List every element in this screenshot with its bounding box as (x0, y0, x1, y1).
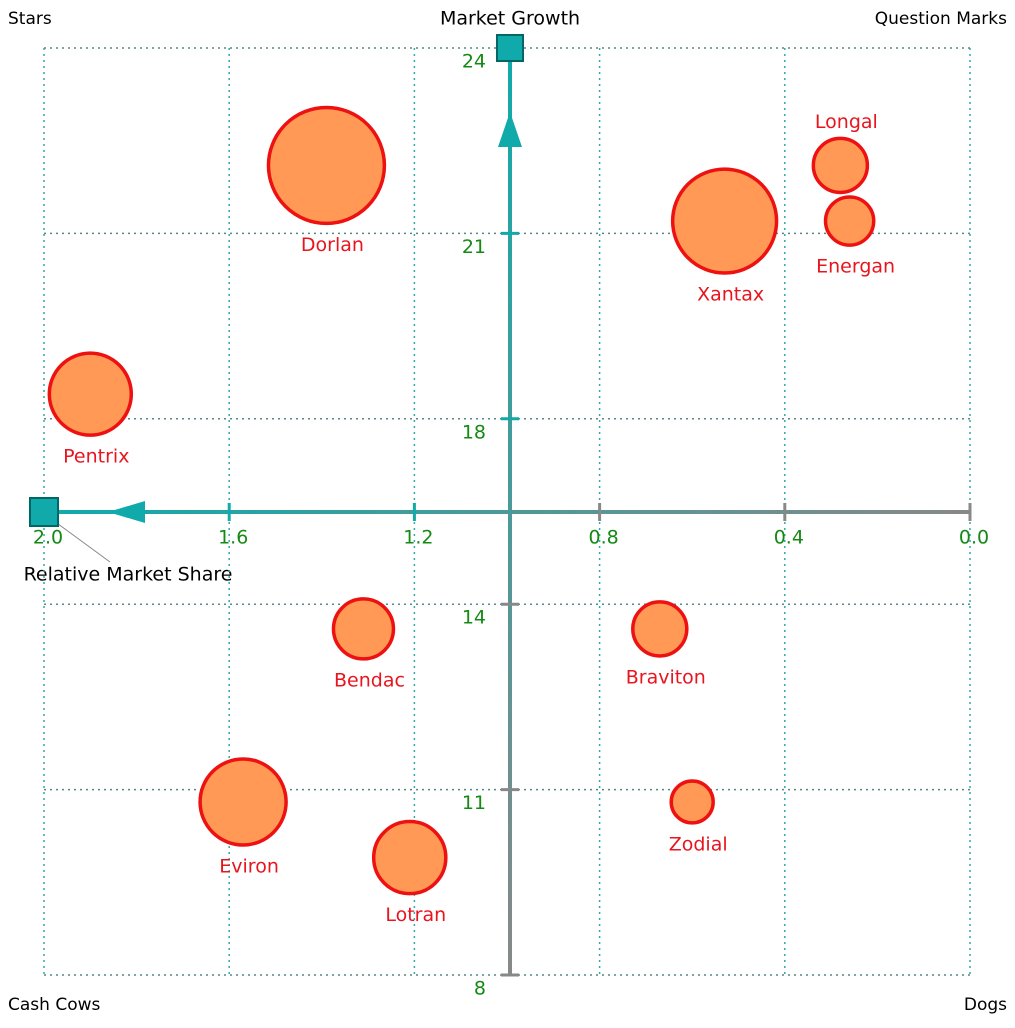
x-tick-label: 1.2 (403, 527, 433, 549)
leader-line (49, 517, 111, 563)
arrow (498, 112, 522, 147)
bubble-label: Energan (816, 256, 895, 278)
x-tick-label: 0.8 (588, 527, 618, 549)
x-axis-line (44, 510, 970, 514)
quadrant-label: Cash Cows (8, 995, 100, 1015)
arrow (108, 501, 145, 523)
bubble (631, 600, 689, 658)
x-tick-label: 1.6 (218, 527, 248, 549)
axis-end-marker (496, 34, 524, 62)
quadrant-label: Dogs (964, 995, 1007, 1015)
bubble (811, 136, 870, 195)
bubble (331, 597, 396, 661)
x-tick-label: 0.0 (959, 527, 989, 549)
bubble-label: Pentrix (63, 446, 129, 468)
bubble-label: Xantax (697, 284, 764, 306)
quadrant-label: Question Marks (875, 9, 1007, 29)
bubble-label: Longal (815, 111, 878, 133)
y-axis-title: Market Growth (440, 8, 580, 30)
bubble (669, 779, 715, 825)
bubble (198, 757, 288, 847)
bubble-label: Lotran (385, 904, 446, 926)
bubble-label: Eviron (219, 855, 279, 877)
y-tick-label: 14 (462, 607, 486, 629)
bubble (670, 167, 779, 275)
bubble (47, 351, 134, 437)
y-tick-label: 8 (474, 978, 486, 1000)
y-axis-line (508, 48, 512, 975)
quadrant-label: Stars (8, 9, 52, 29)
x-tick-label: 0.4 (774, 527, 804, 549)
bubble-label: Bendac (334, 669, 405, 691)
y-tick-label: 18 (462, 421, 486, 443)
bubble (823, 195, 876, 247)
y-tick-label: 24 (462, 51, 486, 73)
bubble (266, 105, 387, 226)
y-tick-label: 21 (462, 236, 486, 258)
axis-end-marker (29, 497, 59, 527)
x-axis-title: Relative Market Share (24, 564, 233, 586)
y-tick-label: 11 (462, 792, 486, 814)
bubble-label: Dorlan (301, 234, 364, 256)
bubble-label: Zodial (669, 833, 728, 855)
bubble-label: Braviton (626, 666, 706, 688)
x-tick-label: 2.0 (33, 527, 63, 549)
bubble (371, 819, 448, 896)
